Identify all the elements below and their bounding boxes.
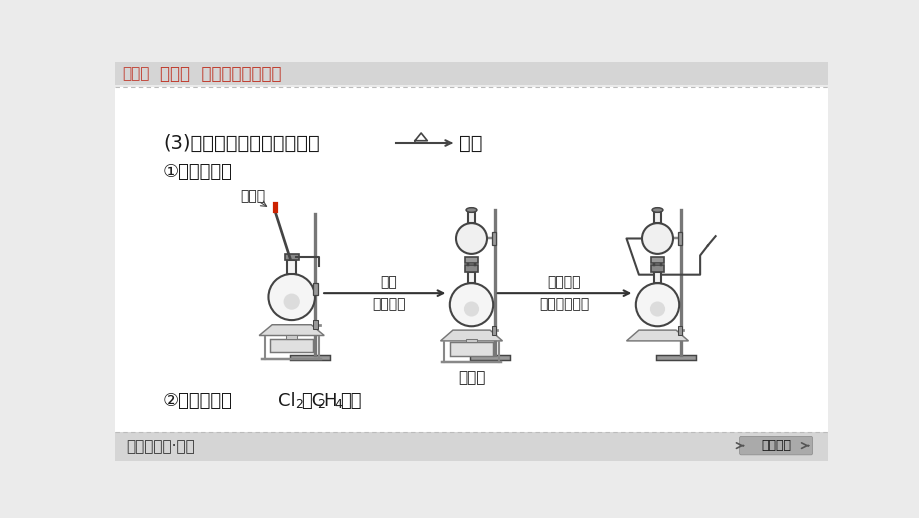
Text: 便于滴下液体: 便于滴下液体: [539, 297, 589, 311]
Text: ②制备气体：: ②制备气体：: [163, 392, 233, 410]
Bar: [465, 265, 477, 271]
Circle shape: [456, 223, 486, 254]
Text: H: H: [323, 392, 336, 410]
Text: 气体: 气体: [459, 134, 482, 152]
Ellipse shape: [652, 208, 663, 212]
Text: Cl: Cl: [278, 392, 295, 410]
Circle shape: [283, 294, 300, 310]
Bar: [467, 271, 475, 283]
Polygon shape: [440, 330, 502, 341]
Bar: [466, 339, 476, 342]
Circle shape: [649, 301, 664, 316]
Text: 控制: 控制: [380, 275, 396, 290]
Bar: [651, 265, 663, 271]
Text: 》》》: 》》》: [122, 66, 150, 81]
Bar: [289, 355, 330, 360]
Bar: [491, 325, 495, 335]
Bar: [468, 212, 474, 223]
Ellipse shape: [466, 208, 476, 212]
Bar: [269, 339, 313, 352]
Bar: [115, 432, 827, 461]
Text: 2: 2: [294, 397, 302, 411]
Text: 高考总复习·化学: 高考总复习·化学: [127, 439, 195, 454]
Circle shape: [268, 274, 314, 320]
Circle shape: [449, 283, 493, 326]
Bar: [655, 355, 696, 360]
Bar: [491, 233, 495, 244]
Bar: [449, 342, 493, 356]
FancyBboxPatch shape: [739, 436, 811, 455]
Bar: [653, 212, 660, 223]
Bar: [677, 233, 682, 244]
Bar: [464, 257, 478, 263]
Bar: [286, 335, 297, 339]
Polygon shape: [259, 325, 323, 336]
Text: 2: 2: [317, 397, 324, 411]
Text: 、C: 、C: [301, 392, 323, 410]
Bar: [313, 320, 318, 329]
Text: 平衡气压: 平衡气压: [547, 275, 581, 290]
Bar: [115, 87, 827, 432]
Bar: [652, 271, 661, 283]
Text: (3)固体＋液体或液体＋液体: (3)固体＋液体或液体＋液体: [163, 134, 320, 152]
Circle shape: [463, 301, 479, 316]
Text: 反应温度: 反应温度: [371, 297, 405, 311]
Text: 等。: 等。: [340, 392, 362, 410]
Bar: [313, 283, 318, 295]
Polygon shape: [626, 330, 687, 341]
Text: 发散源: 发散源: [458, 370, 484, 385]
Circle shape: [635, 283, 678, 326]
Text: 温度计: 温度计: [240, 189, 266, 203]
Bar: [115, 62, 827, 85]
Bar: [284, 254, 299, 260]
Bar: [287, 260, 296, 274]
Circle shape: [641, 223, 673, 254]
Bar: [470, 355, 510, 360]
Text: 4: 4: [334, 397, 342, 411]
Text: ①发生装置：: ①发生装置：: [163, 163, 233, 180]
Text: 返回导航: 返回导航: [760, 439, 790, 452]
Text: 第四章  非金属及其化合物: 第四章 非金属及其化合物: [160, 65, 281, 83]
Bar: [677, 325, 682, 335]
Bar: [650, 257, 664, 263]
